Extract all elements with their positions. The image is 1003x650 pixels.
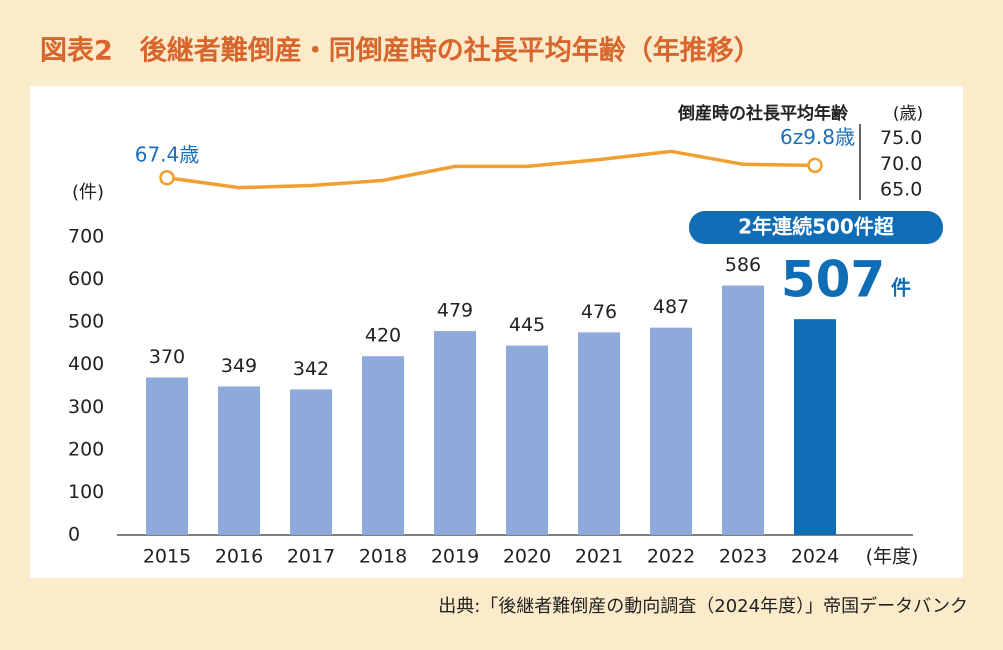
x-tick-label: 2020 <box>503 546 551 568</box>
bar-value-label: 370 <box>149 346 185 368</box>
source: 出典:「後継者難倒産の動向調査（2024年度）」帝国データバンク <box>438 596 968 617</box>
callout <box>689 211 943 244</box>
x-axis-label: (年度) <box>866 546 919 568</box>
y2-axis-label: (歳) <box>893 104 923 124</box>
y-axis-label: (件) <box>72 182 104 203</box>
y2-tick-label: 70.0 <box>880 153 922 175</box>
bar-value-label: 586 <box>725 254 761 276</box>
bar-value-label: 445 <box>509 314 545 336</box>
bar <box>722 285 764 535</box>
bar <box>218 386 260 535</box>
bar <box>290 389 332 535</box>
line <box>166 149 816 190</box>
bar <box>506 345 548 535</box>
line-value-label: 6z9.8歳 <box>780 125 855 149</box>
x-tick-label: 2015 <box>143 546 191 568</box>
x-tick-label: 2019 <box>431 546 479 568</box>
line-value-label: 67.4歳 <box>135 142 200 166</box>
bar <box>434 331 476 535</box>
y-tick-label: 200 <box>68 438 104 460</box>
bar <box>578 332 620 535</box>
y-tick-label: 500 <box>68 311 104 333</box>
y-tick-label: 100 <box>68 481 104 503</box>
x-tick-label: 2024 <box>791 546 839 568</box>
chart-title: 図表2 後継者難倒産・同倒産時の社長平均年齢（年推移） <box>40 35 761 67</box>
line-marker <box>807 157 823 174</box>
x-tick-label: 2018 <box>359 546 407 568</box>
y2-tick-label: 75.0 <box>880 127 922 149</box>
x-tick-label: 2022 <box>647 546 695 568</box>
unit-label: 件 <box>891 276 911 300</box>
x-tick-label: 2017 <box>287 546 335 568</box>
y-tick-label: 300 <box>68 396 104 418</box>
bar-value-label: 479 <box>437 300 473 322</box>
y-tick-label: 400 <box>68 353 104 375</box>
bar-value-label: 420 <box>365 325 401 347</box>
callout-text: 2年連続500件超 <box>738 215 895 239</box>
x-tick-label: 2016 <box>215 546 263 568</box>
y-tick-label: 700 <box>68 226 104 248</box>
bar-value-label: 342 <box>293 358 329 380</box>
bar-value-label: 507 <box>781 251 885 309</box>
bar <box>362 356 404 535</box>
x-tick-label: 2021 <box>575 546 623 568</box>
bar <box>146 377 188 535</box>
bar <box>794 319 836 535</box>
line-marker <box>159 170 175 186</box>
y-tick-label: 600 <box>68 268 104 290</box>
x-tick-label: 2023 <box>719 546 767 568</box>
bar-value-label: 476 <box>581 301 617 323</box>
y-tick-label: 0 <box>68 524 80 546</box>
bar-value-label: 349 <box>221 355 257 377</box>
line-name: 倒産時の社長平均年齢 <box>677 103 849 124</box>
bar <box>650 327 692 535</box>
y2-tick-label: 65.0 <box>880 179 922 201</box>
bar-value-label: 487 <box>653 296 689 318</box>
